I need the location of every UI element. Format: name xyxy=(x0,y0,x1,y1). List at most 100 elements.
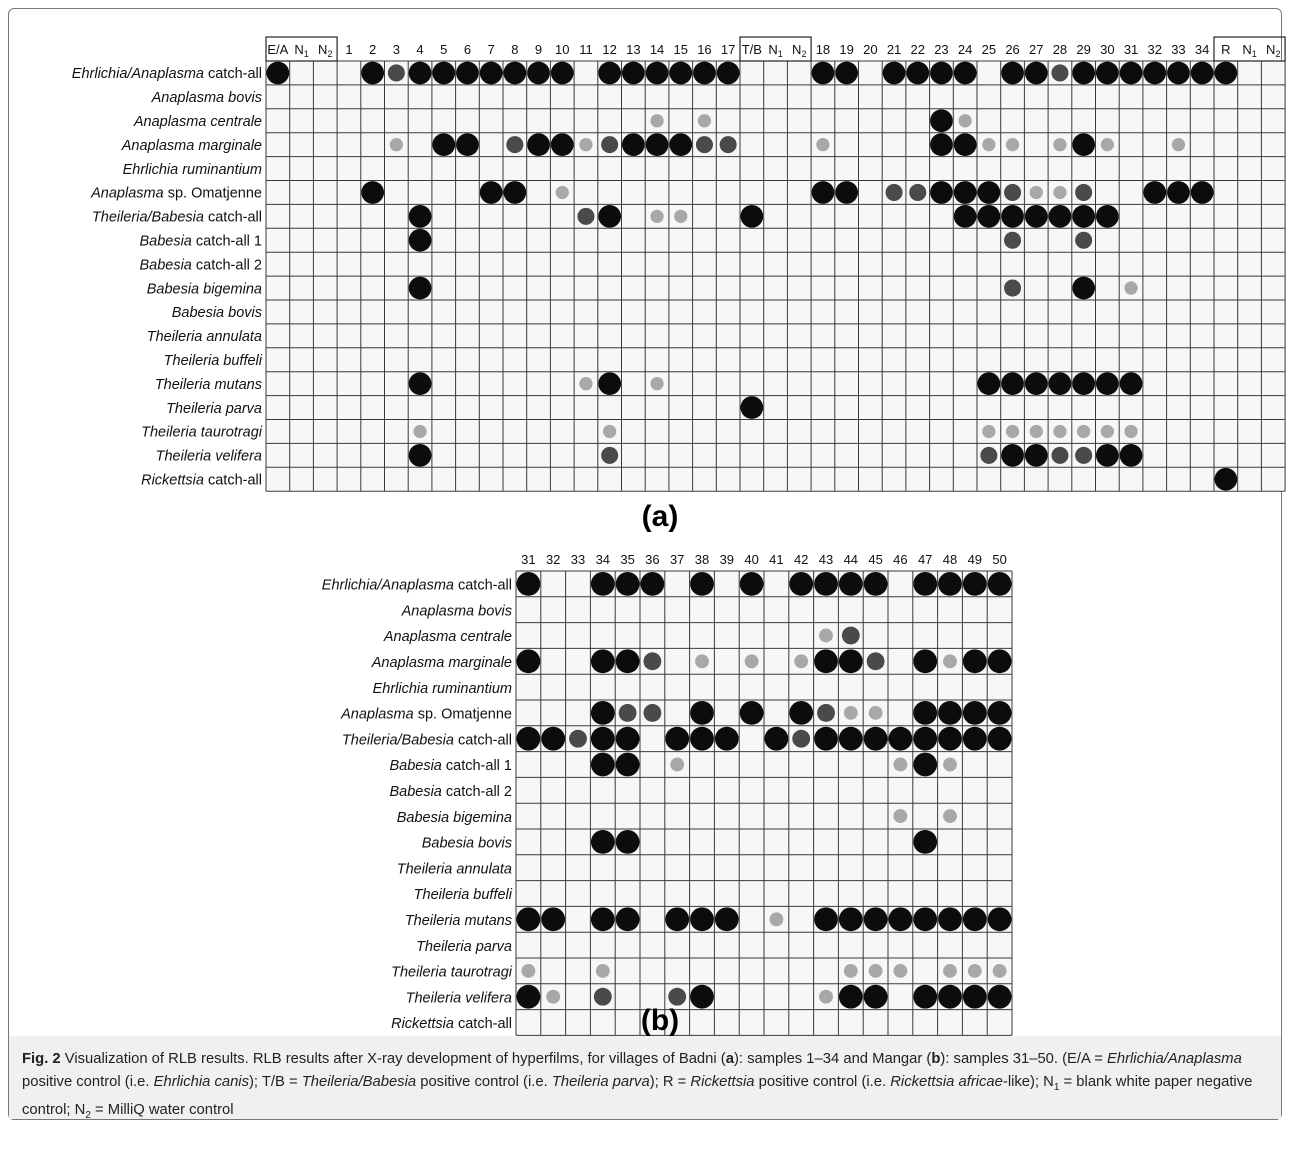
panel_a-hybridization-spot xyxy=(579,138,593,152)
panel_b-column-label: 43 xyxy=(819,552,833,567)
panel_b-hybridization-spot xyxy=(764,726,789,751)
panel_a-row-label: Babesia catch-all 2 xyxy=(139,257,262,273)
panel_b-hybridization-spot xyxy=(615,571,640,596)
panel_a-hybridization-spot xyxy=(598,372,622,396)
panel_b-hybridization-spot xyxy=(590,752,615,777)
panel_a-hybridization-spot xyxy=(980,446,998,464)
panel_b-hybridization-spot xyxy=(590,907,615,932)
panel_b-column-label: 37 xyxy=(670,552,684,567)
panel_b-hybridization-spot xyxy=(546,989,561,1004)
panel_a-hybridization-spot xyxy=(527,133,550,157)
panel_a-hybridization-spot xyxy=(1001,204,1024,228)
panel_b-hybridization-spot xyxy=(888,726,913,751)
panel_b-hybridization-spot xyxy=(838,726,863,751)
panel_a-hybridization-spot xyxy=(408,276,432,300)
panel_a-row-label: Anaplasma sp. Omatjenne xyxy=(90,186,262,202)
panel_b-hybridization-spot xyxy=(690,907,714,932)
panel_b-hybridization-spot xyxy=(866,652,885,671)
panel_b-hybridization-spot xyxy=(739,700,764,725)
panel_a-column-label: 7 xyxy=(488,42,495,57)
panel_a-row-label: Babesia bovis xyxy=(172,305,262,321)
panel_b-hybridization-spot xyxy=(640,571,665,596)
panel_a-hybridization-spot xyxy=(456,61,479,85)
panel_b-hybridization-spot xyxy=(819,628,833,643)
panel_a-hybridization-spot xyxy=(1143,181,1167,204)
panel_a-hybridization-spot xyxy=(669,133,693,157)
panel_a-hybridization-spot xyxy=(650,209,664,223)
panel_a-hybridization-spot xyxy=(1053,138,1067,152)
panel_a-hybridization-spot xyxy=(555,185,569,200)
panel_a-hybridization-spot xyxy=(1029,424,1043,439)
panel_a-row-label: Babesia catch-all 1 xyxy=(139,234,262,250)
panel_b-hybridization-spot xyxy=(868,705,883,720)
panel_a-hybridization-spot xyxy=(930,181,953,204)
panel_b-letter: (b) xyxy=(641,1004,679,1037)
panel_a-hybridization-spot xyxy=(740,396,764,419)
panel_b-hybridization-spot xyxy=(814,907,838,932)
panel-a: Ehrlichia/Anaplasma catch-all Anaplasma b… xyxy=(72,36,1286,533)
panel_b-hybridization-spot xyxy=(843,705,858,720)
panel_b-hybridization-spot xyxy=(690,571,714,596)
panel_a-hybridization-spot xyxy=(693,61,716,85)
panel_b-hybridization-spot xyxy=(838,571,863,596)
panel_a-hybridization-spot xyxy=(885,183,903,201)
panel_b-hybridization-spot xyxy=(714,907,739,932)
panel_b-row-label: Theileria taurotragi xyxy=(391,965,513,981)
panel_a-hybridization-spot xyxy=(603,424,617,439)
panel_b-hybridization-spot xyxy=(987,700,1012,725)
panel_b-row-label: Anaplasma bovis xyxy=(401,603,512,619)
panel_a-hybridization-spot xyxy=(408,443,432,467)
panel_a-hybridization-spot xyxy=(1004,231,1022,249)
panel_a-hybridization-spot xyxy=(1051,64,1069,82)
panel_a-hybridization-spot xyxy=(598,61,622,85)
panel_a-column-label: 24 xyxy=(958,42,972,57)
panel_a-column-label: 33 xyxy=(1171,42,1185,57)
panel_b-hybridization-spot xyxy=(962,700,987,725)
panel_a-hybridization-spot xyxy=(1005,424,1020,439)
panel_a-column-label: R xyxy=(1221,42,1230,57)
panel_a-column-label: 32 xyxy=(1148,42,1162,57)
panel_b-column-label: 47 xyxy=(918,552,932,567)
panel_b-column-label: 45 xyxy=(868,552,882,567)
panel_a-hybridization-spot xyxy=(1075,231,1093,249)
panel_a-column-label: 15 xyxy=(674,42,688,57)
panel_a-hybridization-spot xyxy=(1119,61,1143,85)
panel_a-control-box xyxy=(739,36,812,62)
panel_b-column-label: 36 xyxy=(645,552,659,567)
panel_b-hybridization-spot xyxy=(962,907,987,932)
panel_b-hybridization-spot xyxy=(987,907,1012,932)
panel_b-hybridization-spot xyxy=(695,654,709,669)
panel_b-column-label: 48 xyxy=(943,552,957,567)
panel_a-hybridization-spot xyxy=(930,61,953,85)
panel_b-hybridization-spot xyxy=(521,963,536,978)
panel_b-column-label: 44 xyxy=(844,552,858,567)
panel_b-row-label: Theileria mutans xyxy=(405,913,512,929)
panel_a-hybridization-spot xyxy=(1095,204,1119,228)
caption-text: ): samples 1–34 and Mangar ( xyxy=(733,1051,932,1067)
panel_a-column-label: T/B xyxy=(742,42,762,57)
panel_a-hybridization-spot xyxy=(506,136,524,154)
panel_b-hybridization-spot xyxy=(814,571,838,596)
panel_a-hybridization-spot xyxy=(953,61,977,85)
panel_a-hybridization-spot xyxy=(906,61,930,85)
caption-text: Ehrlichia canis xyxy=(153,1074,249,1090)
panel_b-hybridization-spot xyxy=(615,907,640,932)
panel_a-column-label: 14 xyxy=(650,42,664,57)
panel_a-row-label: Theileria/Babesia catch-all xyxy=(92,210,262,226)
panel_b-hybridization-spot xyxy=(913,571,938,596)
panel_b-row-label: Ehrlichia/Anaplasma catch-all xyxy=(322,578,512,594)
panel_a-row-label: Theileria parva xyxy=(166,401,262,417)
panel_a-hybridization-spot xyxy=(835,181,859,204)
panel_b-column-label: 46 xyxy=(893,552,907,567)
panel_a-hybridization-spot xyxy=(977,181,1001,204)
panel_a-hybridization-spot xyxy=(408,204,432,228)
panel_b-hybridization-spot xyxy=(943,963,957,978)
panel_a-row-label: Anaplasma marginale xyxy=(121,138,262,154)
panel_b-hybridization-spot xyxy=(690,700,714,725)
panel_a-hybridization-spot xyxy=(1024,61,1048,85)
panel_b-hybridization-spot xyxy=(643,703,662,722)
panel_a-column-label: 2 xyxy=(369,42,376,57)
panel_a-hybridization-spot xyxy=(266,61,290,85)
panel_a-column-label: 29 xyxy=(1076,42,1090,57)
panel_b-hybridization-spot xyxy=(838,907,863,932)
